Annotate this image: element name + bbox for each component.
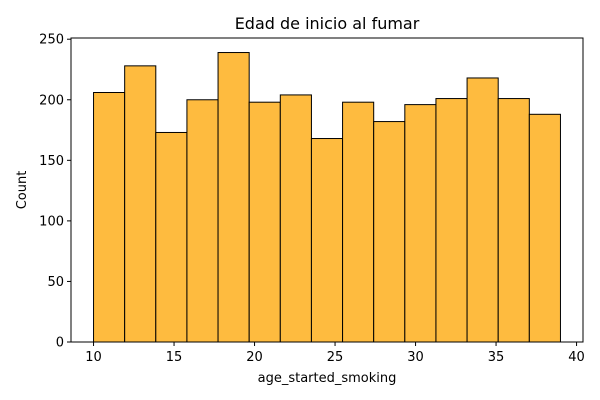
histogram-bar: [342, 101, 375, 343]
histogram-bar: [466, 77, 499, 343]
y-tick-label: 0: [56, 336, 64, 351]
histogram-bar: [248, 101, 281, 343]
x-tick-label: 25: [327, 350, 344, 365]
x-tick-label: 40: [568, 350, 585, 365]
y-axis-title: Count: [15, 171, 30, 210]
x-tick-label: 20: [246, 350, 263, 365]
histogram-bar: [404, 104, 437, 343]
plot-frame: [70, 37, 584, 343]
histogram-bar: [155, 131, 188, 343]
y-tick-label: 200: [39, 93, 64, 108]
bars-layer: [93, 52, 561, 343]
y-tick-label: 150: [39, 154, 64, 169]
histogram-bar: [279, 94, 312, 343]
y-tick-label: 100: [39, 214, 64, 229]
histogram-bar: [217, 52, 250, 343]
chart-title: Edad de inicio al fumar: [235, 14, 420, 33]
histogram-bar: [186, 99, 219, 343]
y-tick-label: 250: [39, 33, 64, 48]
x-tick-label: 30: [407, 350, 424, 365]
x-axis-title: age_started_smoking: [258, 371, 397, 386]
x-tick-label: 35: [488, 350, 505, 365]
histogram-bar: [93, 92, 126, 343]
x-tick-label: 10: [85, 350, 102, 365]
histogram-bar: [528, 113, 561, 343]
histogram-bar: [310, 138, 344, 343]
x-tick-label: 15: [166, 350, 183, 365]
y-tick-label: 50: [47, 275, 64, 290]
histogram-bar: [124, 65, 157, 343]
histogram-bar: [497, 98, 530, 343]
histogram-bar: [435, 98, 468, 343]
ticks-layer: 10 15 20 25 30 35 40 0 50 100 150 200 250: [39, 33, 585, 365]
histogram-bar: [373, 121, 406, 343]
